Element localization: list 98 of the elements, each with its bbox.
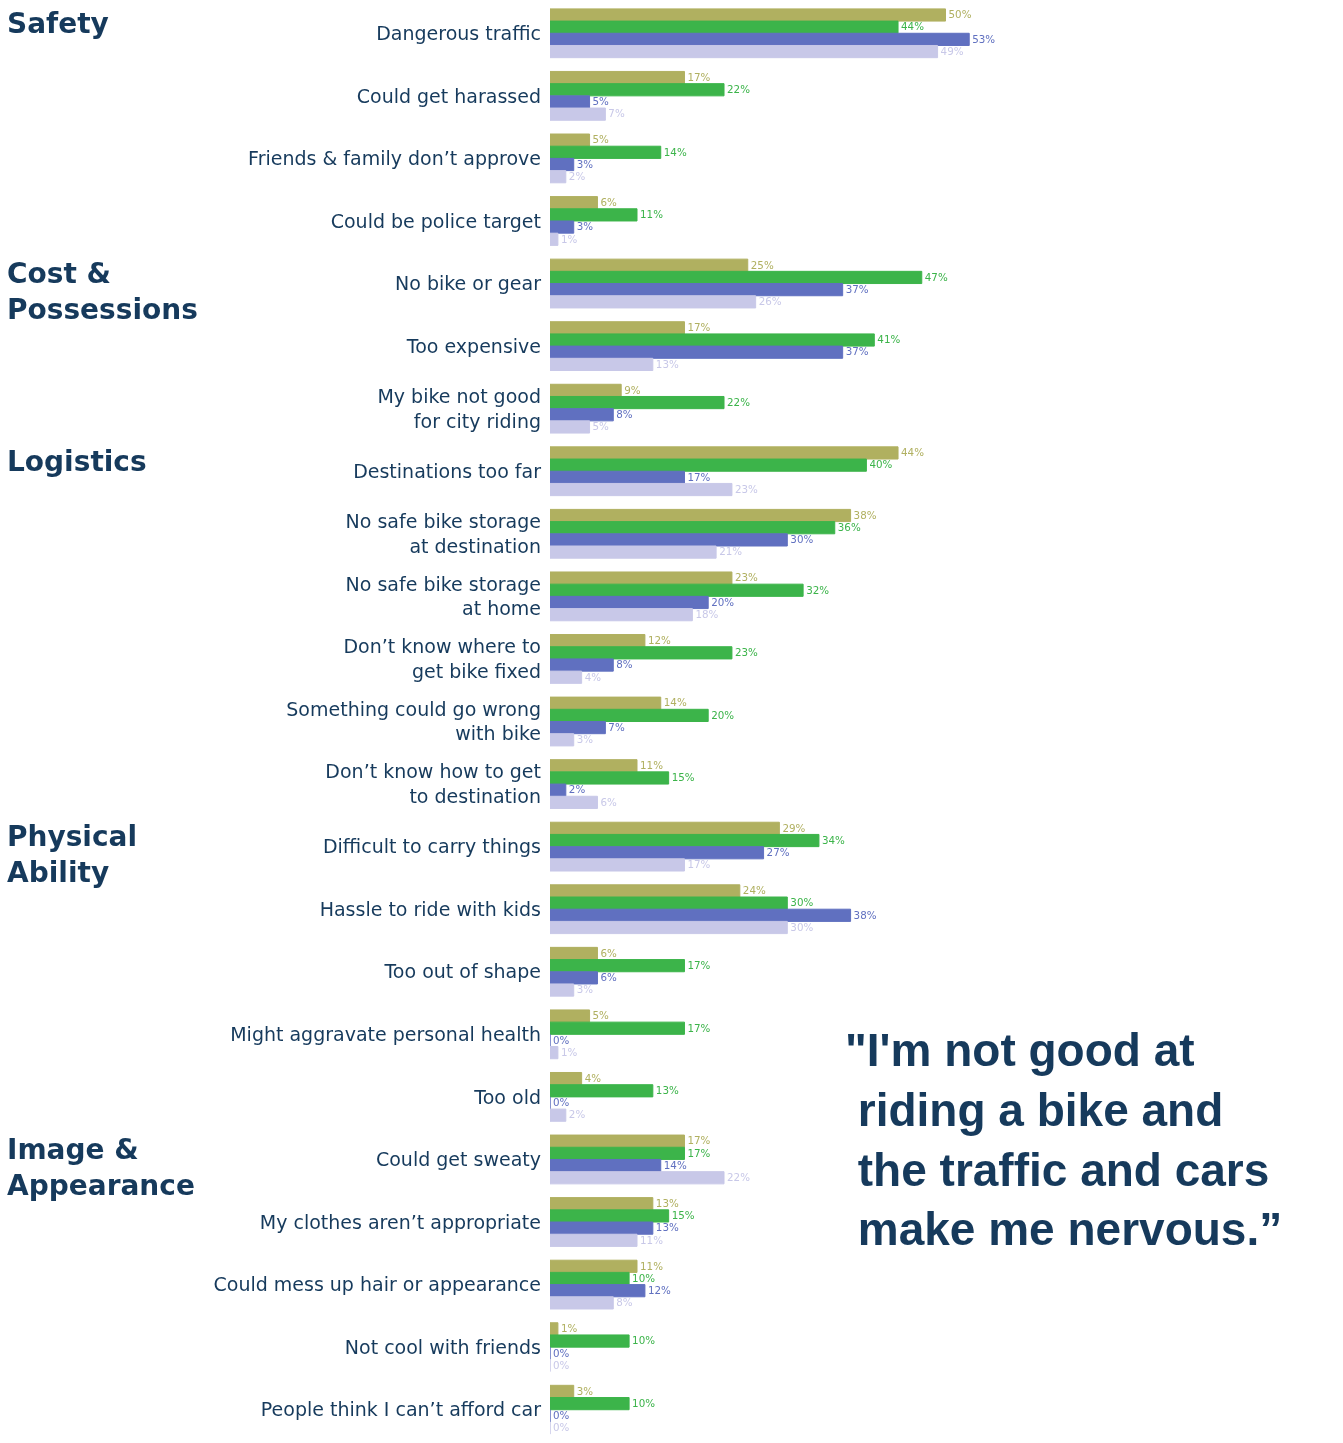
text: Cost & Possessions <box>7 257 198 327</box>
text: Safety <box>7 7 109 40</box>
data-label: 29% <box>782 821 806 834</box>
data-label: 4% <box>584 1071 602 1084</box>
data-label: 1% <box>560 1322 578 1335</box>
data-label: 44% <box>901 446 925 459</box>
data-label: 14% <box>663 145 687 158</box>
data-label: 6% <box>600 971 618 984</box>
data-label: 15% <box>671 771 695 784</box>
data-label: 13% <box>655 1084 679 1097</box>
data-label: 15% <box>671 1209 695 1222</box>
data-label: 20% <box>711 595 735 608</box>
y-tick-label: Destinations too far <box>353 459 542 482</box>
data-label: 17% <box>687 1021 711 1034</box>
data-label: 38% <box>853 908 877 921</box>
y-tick-label: Dangerous traffic <box>376 21 541 44</box>
data-label: 12% <box>647 1283 672 1296</box>
y-tick-label: Don’t know how to get to destination <box>325 760 541 808</box>
text: Physical Ability <box>7 820 138 890</box>
data-label: 3% <box>576 157 594 170</box>
y-tick-label: Could be police target <box>330 209 541 232</box>
data-label: 2% <box>568 783 586 796</box>
y-tick-label: Friends & family don’t approve <box>248 147 541 170</box>
text: Logistics <box>7 445 147 478</box>
data-label: 8% <box>616 658 633 671</box>
y-tick-label: Could mess up hair or appearance <box>213 1273 541 1296</box>
data-label: 13% <box>655 1221 679 1234</box>
data-label: 5% <box>592 1009 610 1022</box>
data-label: 27% <box>766 846 790 859</box>
text: Image & Appearance <box>7 1133 195 1203</box>
y-tick-label: People think I can’t afford car <box>260 1398 542 1421</box>
data-label: 17% <box>687 70 711 83</box>
data-label: 32% <box>806 583 830 596</box>
y-tick-label: Don’t know where to get bike fixed <box>343 635 541 682</box>
y-tick-label: Too expensive <box>405 334 541 357</box>
data-label: 17% <box>687 1146 711 1159</box>
y-tick-label: Too out of shape <box>383 960 541 983</box>
y-tick-label: My clothes aren’t appropriate <box>259 1210 541 1233</box>
data-label: 44% <box>901 20 925 33</box>
y-tick-label: Hassle to ride with kids <box>319 897 541 920</box>
data-label: 11% <box>640 759 664 772</box>
y-tick-label: No safe bike storage at destination <box>345 510 541 557</box>
y-tick-label: Not cool with friends <box>344 1335 541 1358</box>
data-label: 17% <box>687 958 711 971</box>
data-label: 6% <box>600 946 618 959</box>
data-label: 3% <box>576 220 594 233</box>
data-label: 9% <box>624 383 641 396</box>
data-label: 25% <box>750 258 774 271</box>
data-label: 10% <box>632 1334 656 1347</box>
data-label: 14% <box>663 1158 687 1171</box>
data-label: 30% <box>790 896 814 909</box>
data-label: 5% <box>592 95 610 108</box>
y-tick-label: Could get sweaty <box>375 1148 541 1171</box>
data-label: 53% <box>972 32 996 45</box>
data-label: 8% <box>616 408 633 421</box>
data-label: 0% <box>553 1409 570 1422</box>
y-tick-label: Something could go wrong with bike <box>286 697 541 745</box>
data-label: 12% <box>647 633 672 646</box>
data-label: 37% <box>845 282 869 295</box>
y-tick-label: Could get harassed <box>356 84 541 107</box>
data-label: 23% <box>734 646 759 659</box>
data-label: 13% <box>655 1197 679 1209</box>
y-tick-label: Difficult to carry things <box>322 835 541 858</box>
data-label: 37% <box>845 345 869 358</box>
data-label: 36% <box>837 520 861 533</box>
y-tick-label: No safe bike storage at home <box>345 572 541 620</box>
data-label: 17% <box>687 470 711 483</box>
data-label: 6% <box>600 195 618 208</box>
data-label: 7% <box>608 720 625 733</box>
data-label: 30% <box>790 533 814 546</box>
data-label: 11% <box>640 1259 664 1272</box>
y-tick-label: My bike not good for city riding <box>377 384 541 432</box>
data-label: 10% <box>632 1271 656 1284</box>
data-label: 0% <box>553 1096 570 1109</box>
y-tick-label: Might aggravate personal health <box>230 1022 541 1045</box>
data-label: 20% <box>711 708 735 721</box>
data-label: 5% <box>592 133 610 146</box>
data-label: 22% <box>727 83 751 96</box>
data-label: 38% <box>853 508 877 521</box>
data-label: 0% <box>553 1033 570 1046</box>
data-label: 41% <box>877 333 901 346</box>
y-tick-label: No bike or gear <box>395 272 542 295</box>
data-label: 10% <box>632 1396 656 1409</box>
y-tick-label: Too old <box>473 1085 541 1108</box>
annotation: "I'm not good at riding a bike and the traffic and cars make me nervous.” <box>845 1024 1283 1256</box>
data-label: 14% <box>663 696 687 709</box>
data-label: 34% <box>821 833 846 846</box>
data-label: 24% <box>742 884 766 897</box>
data-label: 17% <box>687 321 711 334</box>
data-label: 40% <box>869 458 893 471</box>
data-label: 47% <box>924 270 948 283</box>
data-label: 0% <box>553 1346 570 1359</box>
data-label: 11% <box>640 208 664 221</box>
data-label: 22% <box>727 395 751 408</box>
data-label: 50% <box>948 8 972 21</box>
data-label: 3% <box>576 1384 594 1397</box>
data-label: 17% <box>687 1134 711 1147</box>
data-label: 23% <box>734 571 759 584</box>
